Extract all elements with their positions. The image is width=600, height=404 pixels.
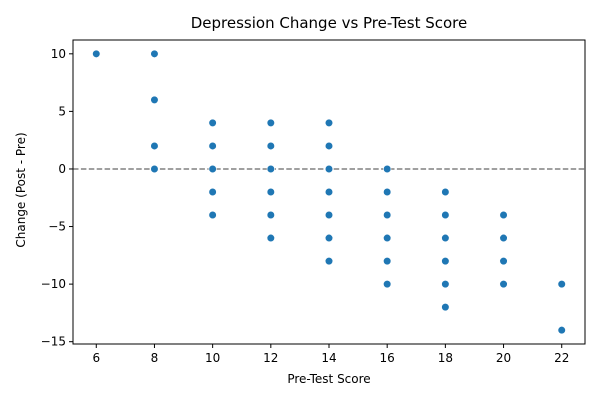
data-point <box>441 256 450 266</box>
x-tick-label: 22 <box>554 351 569 365</box>
data-point <box>441 280 450 289</box>
data-point <box>208 187 217 197</box>
data-point <box>557 326 566 335</box>
data-point <box>441 303 450 312</box>
data-point <box>150 164 159 174</box>
data-point <box>266 187 275 197</box>
data-point <box>441 210 450 220</box>
data-point <box>324 233 334 243</box>
data-point <box>324 164 334 174</box>
data-point <box>324 210 334 220</box>
data-point <box>324 141 334 151</box>
data-point <box>441 233 450 243</box>
data-point <box>499 256 508 266</box>
x-tick-label: 6 <box>92 351 100 365</box>
chart-title: Depression Change vs Pre-Test Score <box>191 14 467 32</box>
data-point <box>266 210 275 220</box>
y-tick-label: −15 <box>41 335 66 349</box>
data-point <box>383 280 392 289</box>
data-point <box>441 187 450 197</box>
data-point <box>150 49 159 58</box>
data-point <box>324 187 334 197</box>
data-point <box>383 164 392 174</box>
x-tick-label: 16 <box>380 351 395 365</box>
data-point <box>499 233 508 243</box>
x-axis-ticks: 6 8 10 12 14 16 18 20 22 <box>92 344 569 365</box>
y-tick-label: −10 <box>41 277 66 291</box>
data-point <box>92 49 101 58</box>
data-point <box>557 280 566 289</box>
y-tick-label: 5 <box>58 104 66 118</box>
y-tick-label: 10 <box>51 47 66 61</box>
data-point <box>208 164 217 174</box>
y-axis-ticks: 10 5 0 −5 −10 −15 <box>41 47 73 349</box>
data-point <box>208 141 217 151</box>
y-axis-label: Change (Post - Pre) <box>14 132 28 247</box>
x-tick-label: 12 <box>263 351 278 365</box>
data-point <box>266 118 275 128</box>
x-tick-label: 14 <box>321 351 336 365</box>
plot-frame <box>72 39 586 345</box>
data-point <box>383 210 392 220</box>
data-point <box>150 141 159 151</box>
data-points <box>92 49 566 335</box>
y-tick-label: 0 <box>58 162 66 176</box>
data-point <box>324 118 334 128</box>
data-point <box>499 210 508 220</box>
x-tick-label: 10 <box>205 351 220 365</box>
data-point <box>499 280 508 289</box>
data-point <box>383 233 392 243</box>
data-point <box>266 233 275 243</box>
data-point <box>208 118 217 128</box>
data-point <box>324 256 334 266</box>
data-point <box>150 95 159 104</box>
data-point <box>266 141 275 151</box>
data-point <box>383 256 392 266</box>
data-point <box>208 210 217 220</box>
data-point <box>383 187 392 197</box>
x-tick-label: 20 <box>496 351 511 365</box>
data-point <box>266 164 275 174</box>
x-tick-label: 18 <box>438 351 453 365</box>
x-tick-label: 8 <box>151 351 159 365</box>
x-axis-label: Pre-Test Score <box>287 372 370 386</box>
y-tick-label: −5 <box>48 220 66 234</box>
